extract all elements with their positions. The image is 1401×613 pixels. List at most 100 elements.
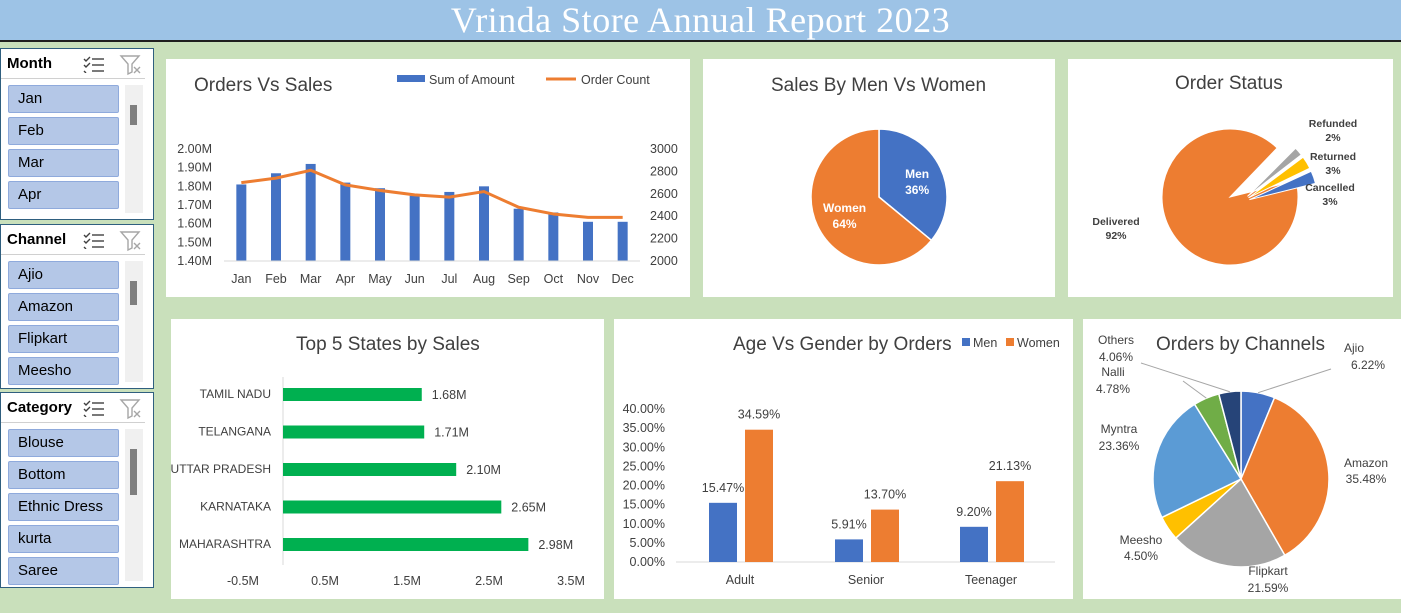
y-right-tick: 2200 <box>650 232 678 246</box>
slicer-channel: Channel Ajio Amazon Flipkart Meesho <box>0 224 154 389</box>
y-left-tick: 1.40M <box>177 254 212 268</box>
report-title: Vrinda Store Annual Report 2023 <box>450 0 951 40</box>
slice-name-returned: Returned <box>1310 151 1356 163</box>
slicer-item-ajio[interactable]: Ajio <box>8 261 119 289</box>
y-left-tick: 1.60M <box>177 217 212 231</box>
orders-vs-sales-panel: Orders Vs Sales Sum of Amount Order Count… <box>166 59 690 297</box>
bar-amount-feb <box>271 173 281 261</box>
category-label-tamil-nadu: TAMIL NADU <box>200 387 271 401</box>
age-gender-panel: Age Vs Gender by Orders Men Women 40.00% 35… <box>614 319 1073 599</box>
slice-value-refunded: 2% <box>1325 132 1341 144</box>
slice-value-amazon: 35.48% <box>1346 472 1387 486</box>
slicer-item-mar[interactable]: Mar <box>8 149 119 177</box>
x-tick-aug: Aug <box>473 272 495 286</box>
slice-name-others: Others <box>1098 333 1134 347</box>
scrollbar-thumb[interactable] <box>130 105 137 125</box>
category-label-telangana: TELANGANA <box>198 425 271 439</box>
bar-women-senior <box>871 509 899 562</box>
slicer-item-feb[interactable]: Feb <box>8 117 119 145</box>
x-tick: 0.5M <box>311 574 339 588</box>
bar-uttar-pradesh <box>283 463 457 476</box>
slice-name-myntra: Myntra <box>1101 422 1138 436</box>
category-label-uttar-pradesh: UTTAR PRADESH <box>171 462 271 476</box>
clear-filter-icon[interactable] <box>119 230 143 257</box>
slicer-item-ethnic-dress[interactable]: Ethnic Dress <box>8 493 119 521</box>
leader-line-ajio <box>1257 368 1332 394</box>
bar-amount-nov <box>583 221 593 261</box>
clear-filter-icon[interactable] <box>119 398 143 425</box>
value-label-women-senior: 13.70% <box>864 488 906 502</box>
value-label-women-teenager: 21.13% <box>989 459 1031 473</box>
slicer-scrollbar[interactable] <box>125 429 143 581</box>
men-women-chart: Men 36% Women 64% <box>810 128 948 266</box>
channels-title: Orders by Channels <box>1156 334 1325 355</box>
slicer-item-flipkart[interactable]: Flipkart <box>8 325 119 353</box>
slicer-item-list: Blouse Bottom Ethnic Dress kurta Saree <box>8 429 119 589</box>
value-label-telangana: 1.71M <box>434 426 469 440</box>
slice-name-women: Women <box>823 201 866 215</box>
slicer-item-amazon[interactable]: Amazon <box>8 293 119 321</box>
slicer-item-bottom[interactable]: Bottom <box>8 461 119 489</box>
slice-name-cancelled: Cancelled <box>1305 182 1355 194</box>
y-tick: 15.00% <box>623 498 665 512</box>
slicer-scrollbar[interactable] <box>125 85 143 213</box>
value-label-tamil-nadu: 1.68M <box>432 388 467 402</box>
y-left-tick: 1.80M <box>177 179 212 193</box>
slicer-item-apr[interactable]: Apr <box>8 181 119 209</box>
slicer-category: Category Blouse Bottom Ethnic Dress kurta Sar… <box>0 392 154 588</box>
y-left-tick: 1.90M <box>177 161 212 175</box>
x-tick-jun: Jun <box>405 272 425 286</box>
slicer-scrollbar[interactable] <box>125 261 143 382</box>
bar-women-adult <box>745 429 773 562</box>
slice-name-flipkart: Flipkart <box>1248 564 1288 578</box>
slicer-item-blouse[interactable]: Blouse <box>8 429 119 457</box>
slice-name-delivered: Delivered <box>1092 216 1139 228</box>
age-gender-title: Age Vs Gender by Orders <box>733 334 952 355</box>
top-states-panel: Top 5 States by Sales TAMIL NADU 1.68M TEL… <box>171 319 604 599</box>
y-right-tick: 2000 <box>650 254 678 268</box>
bar-maharashtra <box>283 538 529 551</box>
slicer-item-jan[interactable]: Jan <box>8 85 119 113</box>
slicer-title: Month <box>7 55 52 72</box>
slicer-item-kurta[interactable]: kurta <box>8 525 119 553</box>
y-left-tick: 1.70M <box>177 198 212 212</box>
bar-telangana <box>283 425 425 439</box>
leader-line-nalli <box>1182 380 1207 399</box>
slice-value-returned: 3% <box>1325 165 1341 177</box>
slicer-item-meesho[interactable]: Meesho <box>8 357 119 385</box>
multi-select-icon[interactable] <box>83 55 105 78</box>
slicer-item-saree[interactable]: Saree <box>8 557 119 585</box>
value-label-men-adult: 15.47% <box>702 481 744 495</box>
multi-select-icon[interactable] <box>83 231 105 254</box>
bar-amount-oct <box>548 212 559 261</box>
value-label-karnataka: 2.65M <box>511 501 546 515</box>
slice-value-flipkart: 21.59% <box>1248 581 1289 595</box>
bar-men-adult <box>709 502 737 562</box>
y-tick: 40.00% <box>623 402 665 416</box>
legend-men-swatch <box>962 338 970 346</box>
legend-women-label: Women <box>1017 336 1060 350</box>
slicer-item-list: Ajio Amazon Flipkart Meesho <box>8 261 119 389</box>
multi-select-icon[interactable] <box>83 399 105 422</box>
y-left-tick: 1.50M <box>177 235 212 249</box>
scrollbar-thumb[interactable] <box>130 281 137 305</box>
clear-filter-icon[interactable] <box>119 54 143 81</box>
slice-name-nalli: Nalli <box>1101 365 1124 379</box>
slice-cancelled <box>1249 170 1317 201</box>
bar-karnataka <box>283 500 502 514</box>
slice-name-amazon: Amazon <box>1344 456 1388 470</box>
y-right-tick: 2800 <box>650 164 678 178</box>
bar-men-teenager <box>960 526 988 562</box>
order-status-title: Order Status <box>1175 73 1283 94</box>
leader-line-others <box>1140 362 1230 393</box>
slice-refunded <box>1247 147 1302 197</box>
slicer-header: Channel <box>1 225 145 255</box>
legend-amount-label: Sum of Amount <box>429 73 515 87</box>
x-tick-senior: Senior <box>848 573 884 587</box>
x-tick-may: May <box>368 272 392 286</box>
x-tick-nov: Nov <box>577 272 600 286</box>
slicer-title: Channel <box>7 231 67 248</box>
x-tick: -0.5M <box>227 574 259 588</box>
slice-value-myntra: 23.36% <box>1099 439 1140 453</box>
scrollbar-thumb[interactable] <box>130 449 137 495</box>
